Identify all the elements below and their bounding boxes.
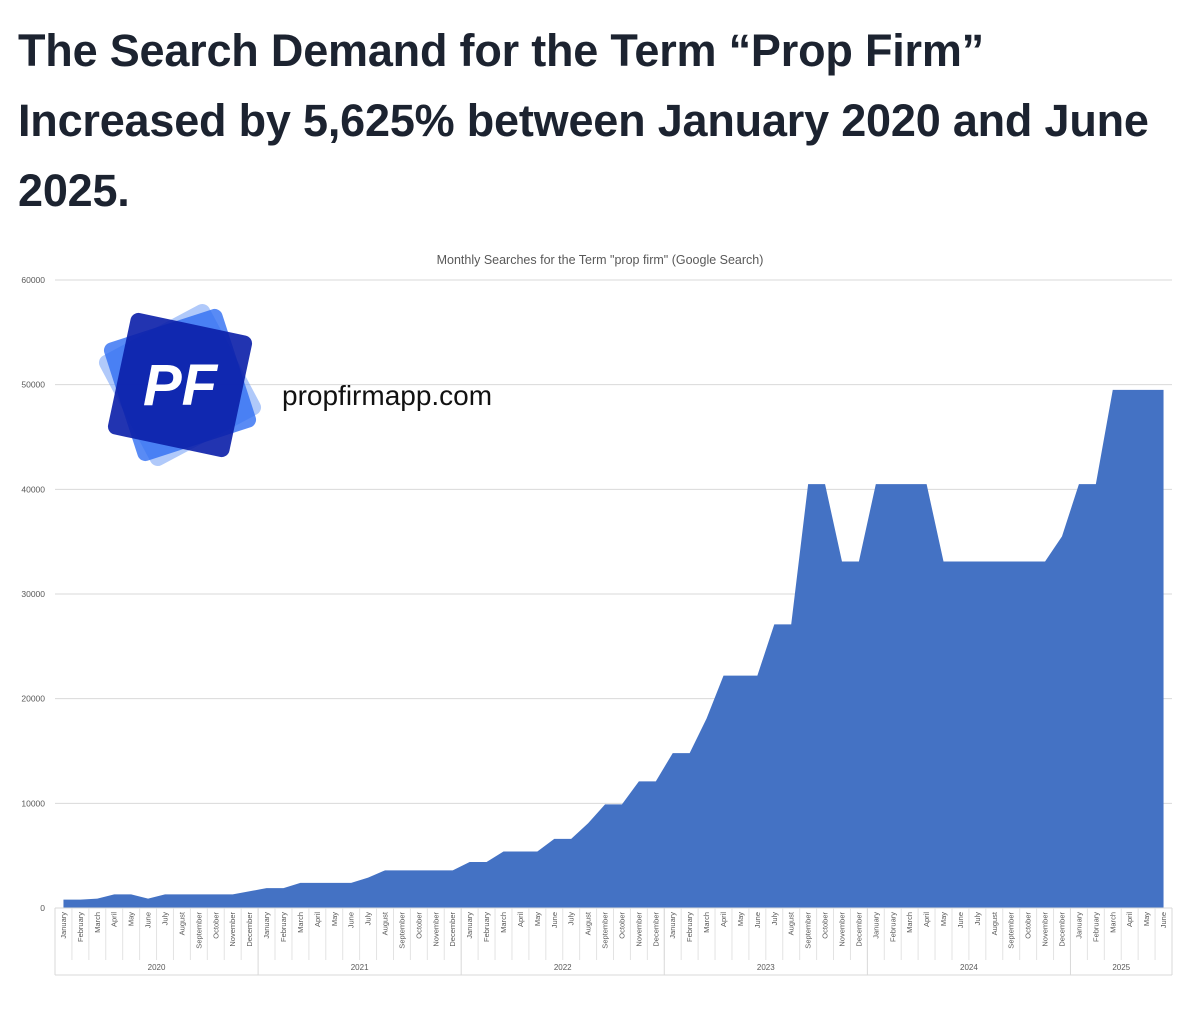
x-tick-label: December: [651, 912, 660, 947]
x-tick-label: May: [1142, 912, 1151, 926]
x-tick-label: January: [1074, 912, 1083, 939]
x-tick-label: March: [499, 912, 508, 933]
x-tick-label: September: [397, 911, 406, 948]
site-name: propfirmapp.com: [282, 380, 492, 411]
x-tick-label: December: [245, 912, 254, 947]
x-tick-label: June: [347, 912, 356, 928]
x-tick-label: November: [228, 912, 237, 947]
x-tick-label: December: [448, 912, 457, 947]
y-tick-label: 60000: [21, 275, 45, 285]
x-tick-label: October: [821, 912, 830, 939]
x-tick-label: March: [1108, 912, 1117, 933]
x-tick-label: August: [381, 911, 390, 935]
x-tick-label: January: [668, 912, 677, 939]
x-tick-label: October: [414, 912, 423, 939]
x-tick-label: July: [567, 912, 576, 926]
chart-title: Monthly Searches for the Term "prop firm…: [437, 253, 764, 267]
y-tick-label: 10000: [21, 798, 45, 808]
x-tick-label: March: [93, 912, 102, 933]
x-tick-label: June: [1159, 912, 1168, 928]
x-tick-label: February: [888, 912, 897, 942]
x-tick-label: April: [719, 912, 728, 927]
x-tick-label: June: [550, 912, 559, 928]
x-tick-label: October: [617, 912, 626, 939]
logo-text: PF: [143, 353, 219, 418]
x-tick-label: November: [431, 912, 440, 947]
year-label: 2025: [1112, 963, 1130, 972]
x-tick-label: June: [753, 912, 762, 928]
x-tick-label: February: [482, 912, 491, 942]
x-tick-label: April: [110, 912, 119, 927]
y-tick-label: 30000: [21, 589, 45, 599]
x-tick-label: May: [736, 912, 745, 926]
x-tick-label: January: [262, 912, 271, 939]
year-label: 2024: [960, 963, 978, 972]
x-tick-label: December: [854, 912, 863, 947]
y-tick-label: 40000: [21, 484, 45, 494]
x-tick-label: August: [584, 911, 593, 935]
x-tick-label: February: [279, 912, 288, 942]
headline: The Search Demand for the Term “Prop Fir…: [18, 25, 1149, 216]
x-tick-label: July: [364, 912, 373, 926]
x-tick-label: October: [1024, 912, 1033, 939]
x-tick-label: February: [685, 912, 694, 942]
year-label: 2020: [148, 963, 166, 972]
x-tick-label: July: [973, 912, 982, 926]
y-tick-label: 20000: [21, 694, 45, 704]
x-tick-label: January: [871, 912, 880, 939]
year-label: 2021: [351, 963, 369, 972]
x-tick-label: January: [59, 912, 68, 939]
x-tick-label: February: [1091, 912, 1100, 942]
x-tick-label: December: [1057, 912, 1066, 947]
x-tick-label: April: [516, 912, 525, 927]
x-tick-label: October: [211, 912, 220, 939]
x-tick-label: June: [144, 912, 153, 928]
area: [63, 389, 1164, 908]
x-tick-label: April: [1125, 912, 1134, 927]
x-tick-label: April: [922, 912, 931, 927]
x-tick-label: November: [634, 912, 643, 947]
y-tick-label: 50000: [21, 380, 45, 390]
x-tick-label: July: [161, 912, 170, 926]
x-tick-label: March: [296, 912, 305, 933]
x-tick-label: September: [601, 911, 610, 948]
x-tick-label: June: [956, 912, 965, 928]
x-tick-label: May: [533, 912, 542, 926]
logo-square: [107, 312, 253, 458]
x-tick-label: May: [939, 912, 948, 926]
x-tick-label: September: [1007, 911, 1016, 948]
x-tick-label: February: [76, 912, 85, 942]
logo: PF: [98, 303, 262, 467]
x-tick-label: April: [313, 912, 322, 927]
x-tick-label: March: [905, 912, 914, 933]
year-label: 2022: [554, 963, 572, 972]
x-tick-label: November: [1041, 912, 1050, 947]
x-tick-label: January: [465, 912, 474, 939]
x-tick-label: September: [194, 911, 203, 948]
plot: 0 10000 20000 30000 40000 50000 60000 January Fe…: [21, 275, 1173, 976]
x-tick-label: August: [177, 911, 186, 935]
x-tick-label: July: [770, 912, 779, 926]
x-tick-label: May: [330, 912, 339, 926]
x-tick-label: September: [804, 911, 813, 948]
x-tick-label: March: [702, 912, 711, 933]
x-tick-label: November: [837, 912, 846, 947]
x-tick-label: May: [127, 912, 136, 926]
x-tick-label: August: [787, 911, 796, 935]
x-tick-label: August: [990, 911, 999, 935]
y-tick-label: 0: [40, 903, 45, 913]
year-label: 2023: [757, 963, 775, 972]
